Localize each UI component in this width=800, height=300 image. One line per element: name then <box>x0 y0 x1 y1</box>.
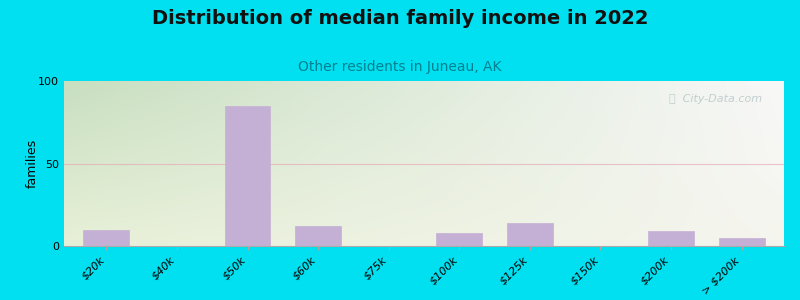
Bar <box>436 233 482 246</box>
Y-axis label: families: families <box>26 139 39 188</box>
Bar <box>507 223 553 246</box>
Bar <box>648 231 694 246</box>
Bar <box>83 230 130 246</box>
Text: Other residents in Juneau, AK: Other residents in Juneau, AK <box>298 60 502 74</box>
Text: ⓘ  City-Data.com: ⓘ City-Data.com <box>670 94 762 104</box>
Text: Distribution of median family income in 2022: Distribution of median family income in … <box>152 9 648 28</box>
Bar <box>225 106 270 246</box>
Bar <box>295 226 341 246</box>
Bar <box>718 238 765 246</box>
